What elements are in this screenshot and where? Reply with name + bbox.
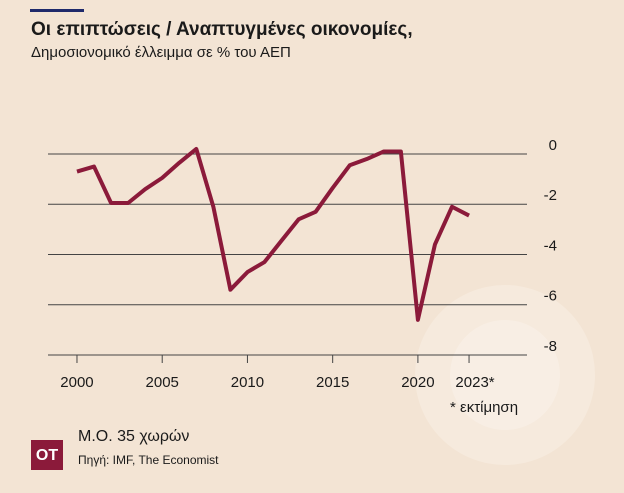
chart-title: Οι επιπτώσεις / Αναπτυγμένες οικονομίες, — [31, 19, 413, 40]
data-line — [76, 146, 470, 322]
y-tick-label: -8 — [544, 338, 557, 355]
logo-box — [31, 440, 63, 470]
annotation: * εκτίμηση — [450, 399, 518, 416]
legend-label: Μ.Ο. 35 χωρών — [78, 428, 189, 445]
x-tick-label: 2010 — [231, 374, 264, 391]
x-tick-label: 2020 — [401, 374, 434, 391]
x-tick-label: 2005 — [146, 374, 179, 391]
y-tick-label: -2 — [544, 187, 557, 204]
decor-circle — [450, 320, 560, 430]
y-tick-label: -4 — [544, 237, 557, 254]
y-tick-label: -6 — [544, 288, 557, 305]
y-tick-label: 0 — [549, 137, 557, 154]
x-tick-label: 2000 — [60, 374, 93, 391]
x-tick-label: 2023* — [455, 374, 494, 391]
x-tick-label: 2015 — [316, 374, 349, 391]
accent-bar — [30, 9, 84, 12]
source: Πηγή: IMF, The Economist — [78, 453, 219, 467]
chart-subtitle: Δημοσιονομικό έλλειμμα σε % του ΑΕΠ — [31, 44, 291, 61]
logo: OT — [36, 447, 58, 464]
